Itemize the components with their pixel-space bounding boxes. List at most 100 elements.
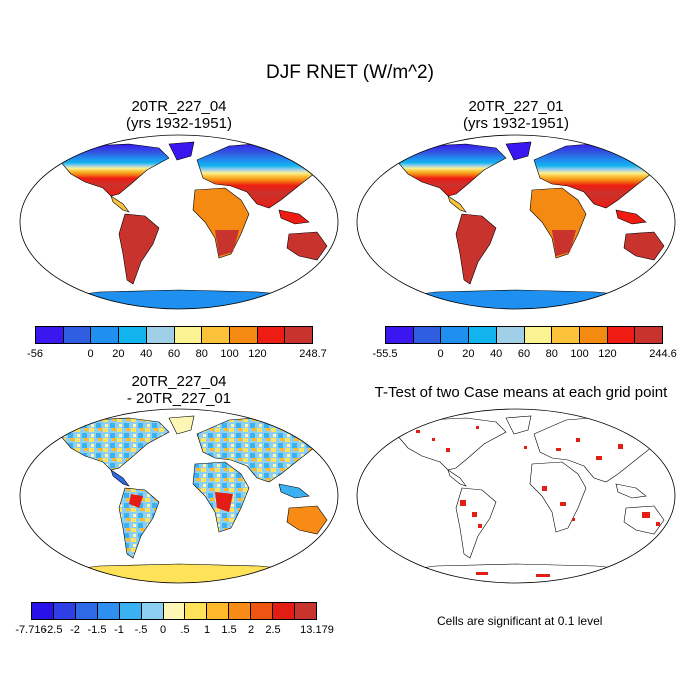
colorbar-left-labels: -56 0 20 40 60 80 100 120 248.7 (27, 348, 327, 362)
africa-hotspot (215, 492, 233, 512)
colorbar-swatch (91, 327, 120, 343)
colorbar-swatch (229, 603, 252, 619)
land-masses (38, 141, 328, 309)
colorbar-label: 60 (167, 348, 181, 360)
greenland (168, 141, 195, 161)
greenland (168, 415, 195, 435)
colorbar-label: 120 (248, 348, 267, 360)
colorbar-label: 1 (203, 624, 211, 636)
africa (529, 461, 587, 533)
south-america-hotspot (129, 494, 143, 508)
southern-africa (215, 230, 239, 256)
colorbar-swatch (119, 603, 142, 619)
colorbar-label: 20 (112, 348, 125, 360)
australia (286, 505, 328, 535)
colorbar-swatch (413, 327, 442, 343)
australia (623, 231, 665, 261)
southern-africa (552, 230, 576, 256)
antarctica (375, 563, 657, 583)
colorbar-swatch (36, 327, 64, 343)
colorbar-label: -1 (114, 624, 124, 636)
colorbar-swatch (607, 327, 636, 343)
land-masses (38, 415, 328, 583)
colorbar-swatch (119, 327, 147, 343)
colorbar-label: 0 (437, 348, 444, 360)
colorbar-swatch (524, 327, 553, 343)
colorbar-label: -7.716 (15, 624, 47, 636)
colorbar-left (35, 326, 313, 344)
map-border (356, 134, 676, 310)
map-top-left (19, 134, 339, 310)
south-america (118, 213, 160, 285)
colorbar-label: 40 (490, 348, 503, 360)
colorbar-label: 2 (247, 624, 255, 636)
colorbar-right (385, 326, 663, 344)
panel-title-line2: (yrs 1932-1951) (463, 115, 569, 132)
significance-note: Cells are significant at 0.1 level (437, 614, 603, 628)
colorbar-label: -.5 (134, 624, 148, 636)
panel-title-bottom-right: T-Test of two Case means at each grid po… (374, 384, 668, 401)
panel-title-top-left: 20TR_227_04 (yrs 1932-1951) (19, 98, 339, 132)
south-america (455, 487, 497, 559)
colorbar-label: -2.5 (43, 624, 63, 636)
colorbar-swatch (441, 327, 470, 343)
central-america (110, 469, 130, 487)
panel-title-bottom-left: 20TR_227_04 - 20TR_227_01 (19, 373, 339, 407)
colorbar-label: -2 (70, 624, 80, 636)
colorbar-swatch (635, 327, 663, 343)
colorbar-label: .5 (180, 624, 190, 636)
colorbar-swatch (207, 603, 230, 619)
colorbar-label: 80 (195, 348, 208, 360)
colorbar-swatch (32, 603, 54, 619)
colorbar-swatch (53, 603, 76, 619)
map-border (19, 134, 339, 310)
panel-title-line1: 20TR_227_01 (468, 98, 564, 115)
colorbar-right-labels: -55.5 0 20 40 60 80 100 120 244.6 (372, 348, 676, 362)
map-border (356, 408, 676, 584)
colorbar-swatch (257, 327, 286, 343)
antarctica (38, 563, 320, 583)
colorbar-swatch (285, 327, 313, 343)
north-america (58, 417, 170, 471)
north-america (58, 143, 170, 197)
colorbar-label: 40 (140, 348, 153, 360)
colorbar-swatch (75, 603, 98, 619)
land-masses (375, 141, 665, 309)
colorbar-swatch (469, 327, 497, 343)
map-top-right (356, 134, 676, 310)
land-masses (375, 415, 665, 583)
colorbar-label: 248.7 (299, 348, 327, 360)
north-america (395, 143, 507, 197)
colorbar-label: -55.5 (372, 348, 398, 360)
colorbar-label: 80 (545, 348, 558, 360)
colorbar-swatch (202, 327, 230, 343)
colorbar-swatch (97, 603, 120, 619)
colorbar-label: 1.5 (221, 624, 237, 636)
colorbar-swatch (146, 327, 175, 343)
colorbar-swatch (174, 327, 203, 343)
australia (623, 505, 665, 535)
north-america (395, 417, 507, 471)
panel-title-line2: - 20TR_227_01 (126, 390, 232, 407)
panel-title-line1: 20TR_227_04 (131, 373, 227, 390)
colorbar-label: 244.6 (649, 348, 677, 360)
panel-title-line2: (yrs 1932-1951) (126, 115, 232, 132)
australia (286, 231, 328, 261)
colorbar-label: 0 (159, 624, 167, 636)
panel-title-line1: 20TR_227_04 (131, 98, 227, 115)
colorbar-label: 100 (570, 348, 589, 360)
colorbar-label: 0 (87, 348, 94, 360)
map-bottom-right (356, 408, 676, 584)
colorbar-swatch (251, 603, 274, 619)
colorbar-swatch (386, 327, 414, 343)
greenland (505, 141, 532, 161)
colorbar-swatch (295, 603, 316, 619)
figure-title: DJF RNET (W/m^2) (266, 62, 434, 83)
panel-title-top-right: 20TR_227_01 (yrs 1932-1951) (356, 98, 676, 132)
map-border (19, 408, 339, 584)
central-america (110, 195, 130, 213)
colorbar-label: 120 (598, 348, 617, 360)
colorbar-label: 60 (517, 348, 531, 360)
central-america (447, 195, 467, 213)
maritime-asia (278, 483, 310, 499)
